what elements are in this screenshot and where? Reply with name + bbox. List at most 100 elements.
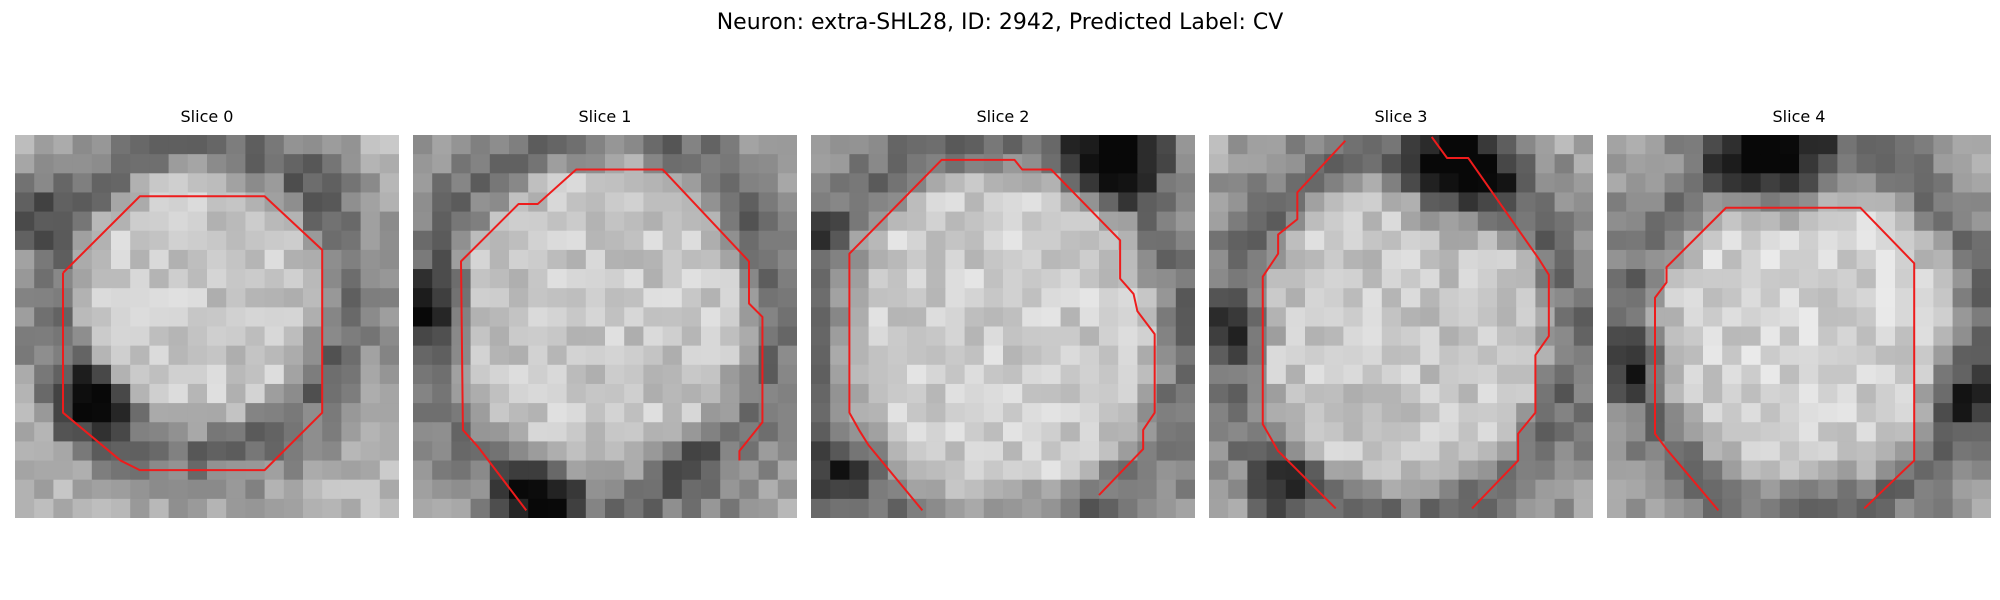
- image-pixel: [1137, 249, 1158, 270]
- image-pixel: [1118, 364, 1138, 385]
- image-pixel: [1477, 364, 1498, 385]
- image-pixel: [379, 460, 399, 481]
- image-pixel: [887, 383, 908, 404]
- image-pixel: [720, 307, 740, 328]
- image-pixel: [624, 460, 644, 481]
- image-pixel: [303, 383, 323, 404]
- image-pixel: [1573, 422, 1593, 442]
- image-pixel: [341, 307, 362, 328]
- image-pixel: [1722, 307, 1742, 328]
- image-pixel: [1535, 460, 1556, 481]
- image-pixel: [907, 307, 927, 328]
- image-pixel: [643, 269, 664, 289]
- image-pixel: [1799, 288, 1819, 308]
- image-pixel: [1022, 422, 1042, 442]
- image-pixel: [566, 345, 587, 366]
- image-pixel: [1156, 307, 1177, 328]
- image-pixel: [72, 269, 93, 289]
- image-pixel: [811, 154, 831, 174]
- image-pixel: [1875, 383, 1896, 404]
- image-pixel: [1703, 460, 1723, 481]
- image-pixel: [1156, 211, 1177, 232]
- image-pixel: [739, 479, 760, 500]
- image-pixel: [964, 135, 985, 155]
- image-pixel: [187, 288, 208, 308]
- image-pixel: [1952, 364, 1973, 385]
- image-pixel: [1664, 422, 1685, 442]
- image-pixel: [1573, 249, 1593, 270]
- image-pixel: [1118, 460, 1138, 481]
- image-pixel: [1516, 345, 1536, 366]
- image-pixel: [149, 211, 170, 232]
- image-pixel: [15, 230, 35, 251]
- image-pixel: [245, 441, 266, 462]
- image-pixel: [1381, 403, 1402, 423]
- image-pixel: [1895, 326, 1915, 347]
- image-pixel: [1535, 441, 1556, 462]
- image-pixel: [111, 441, 131, 462]
- image-pixel: [720, 403, 740, 423]
- image-pixel: [926, 269, 946, 289]
- image-pixel: [1497, 288, 1517, 308]
- image-pixel: [1683, 441, 1704, 462]
- image-pixel: [1722, 173, 1742, 194]
- image-pixel: [624, 307, 644, 328]
- image-pixel: [1573, 288, 1593, 308]
- image-pixel: [1401, 383, 1421, 404]
- image-pixel: [1209, 441, 1229, 462]
- image-pixel: [811, 288, 831, 308]
- image-pixel: [585, 364, 606, 385]
- image-pixel: [1401, 154, 1421, 174]
- image-pixel: [207, 345, 227, 366]
- image-pixel: [585, 479, 606, 500]
- image-pixel: [528, 307, 548, 328]
- image-pixel: [1497, 498, 1517, 518]
- image-pixel: [264, 479, 285, 500]
- image-pixel: [1779, 403, 1800, 423]
- image-pixel: [360, 307, 381, 328]
- image-pixel: [811, 173, 831, 194]
- image-pixel: [1343, 422, 1364, 442]
- image-pixel: [1175, 288, 1195, 308]
- image-pixel: [926, 135, 946, 155]
- image-pixel: [758, 154, 779, 174]
- image-pixel: [1477, 249, 1498, 270]
- image-pixel: [1497, 326, 1517, 347]
- image-pixel: [1137, 460, 1158, 481]
- image-pixel: [187, 403, 208, 423]
- image-pixel: [1497, 364, 1517, 385]
- image-pixel: [1022, 460, 1042, 481]
- image-pixel: [1324, 307, 1344, 328]
- image-pixel: [945, 154, 966, 174]
- image-pixel: [264, 383, 285, 404]
- image-pixel: [1535, 326, 1556, 347]
- image-pixel: [1118, 422, 1138, 442]
- image-pixel: [1895, 364, 1915, 385]
- image-pixel: [1156, 441, 1177, 462]
- image-pixel: [1741, 422, 1762, 442]
- image-pixel: [1458, 269, 1479, 289]
- image-pixel: [605, 230, 625, 251]
- image-pixel: [662, 326, 683, 347]
- image-pixel: [945, 345, 966, 366]
- image-pixel: [547, 460, 568, 481]
- image-pixel: [1477, 307, 1498, 328]
- image-pixel: [868, 307, 889, 328]
- image-pixel: [605, 383, 625, 404]
- image-pixel: [1118, 403, 1138, 423]
- image-pixel: [662, 192, 683, 213]
- image-pixel: [1175, 498, 1195, 518]
- image-pixel: [1875, 460, 1896, 481]
- image-pixel: [1209, 154, 1229, 174]
- image-pixel: [1343, 269, 1364, 289]
- image-pixel: [264, 498, 285, 518]
- image-pixel: [566, 364, 587, 385]
- image-pixel: [1118, 154, 1138, 174]
- image-pixel: [91, 192, 112, 213]
- image-pixel: [1837, 154, 1858, 174]
- image-pixel: [1607, 307, 1627, 328]
- image-pixel: [1516, 326, 1536, 347]
- image-pixel: [1022, 135, 1042, 155]
- image-pixel: [1022, 345, 1042, 366]
- image-pixel: [1664, 192, 1685, 213]
